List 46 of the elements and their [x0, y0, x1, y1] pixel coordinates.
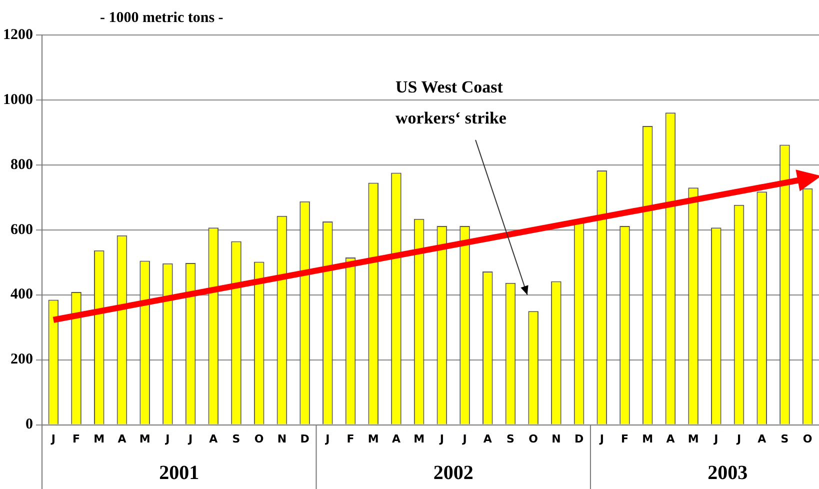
x-tick-label: S: [232, 432, 240, 446]
x-tick-label: O: [528, 432, 538, 446]
x-tick-label: J: [164, 432, 170, 446]
y-axis-title: - 1000 metric tons -: [100, 10, 224, 26]
x-tick-label: A: [392, 432, 401, 446]
x-tick-label: J: [462, 432, 467, 446]
y-tick-label: 800: [10, 156, 33, 173]
x-tick-label: D: [300, 432, 310, 446]
y-tick-label: 1000: [3, 92, 33, 108]
text: 2003: [708, 462, 748, 484]
x-tick-label: M: [94, 432, 105, 446]
x-tick-label: N: [552, 432, 561, 446]
x-tick-label: J: [187, 432, 193, 446]
x-tick-label: A: [118, 432, 127, 446]
x-tick-label: N: [277, 432, 287, 446]
x-tick-label: S: [780, 432, 789, 446]
x-tick-label: A: [758, 432, 767, 446]
x-tick-label: F: [346, 432, 354, 446]
x-tick-label: J: [598, 432, 604, 446]
x-tick-label: J: [713, 432, 718, 446]
x-tick-label: F: [72, 432, 80, 446]
text: 2001: [159, 462, 200, 484]
x-tick-label: J: [324, 432, 330, 446]
annotation: US West Coast workers‘ strike: [396, 77, 507, 128]
y-tick-label: 600: [10, 222, 33, 238]
x-tick-label: J: [736, 432, 742, 446]
y-tick-label: 200: [10, 352, 33, 368]
x-tick-label: M: [688, 432, 699, 446]
x-tick-label: O: [254, 432, 264, 446]
x-tick-label: D: [574, 432, 584, 446]
y-tick-label: 400: [10, 286, 33, 303]
text: 2002: [433, 462, 474, 484]
x-tick-label: F: [620, 432, 629, 446]
x-tick-label: M: [414, 432, 425, 446]
x-tick-label: A: [209, 432, 218, 446]
x-tick-label: M: [642, 432, 654, 446]
y-tick-label: 0: [26, 416, 33, 433]
x-tick-label: J: [438, 432, 444, 446]
x-tick-label: O: [802, 432, 812, 446]
x-tick-label: A: [483, 432, 492, 446]
x-tick-label: J: [50, 432, 56, 446]
x-tick-label: M: [139, 432, 150, 446]
x-tick-label: A: [666, 432, 676, 446]
y-tick-label: 1200: [3, 26, 33, 43]
x-tick-label: S: [506, 432, 515, 446]
x-tick-label: M: [368, 432, 379, 446]
